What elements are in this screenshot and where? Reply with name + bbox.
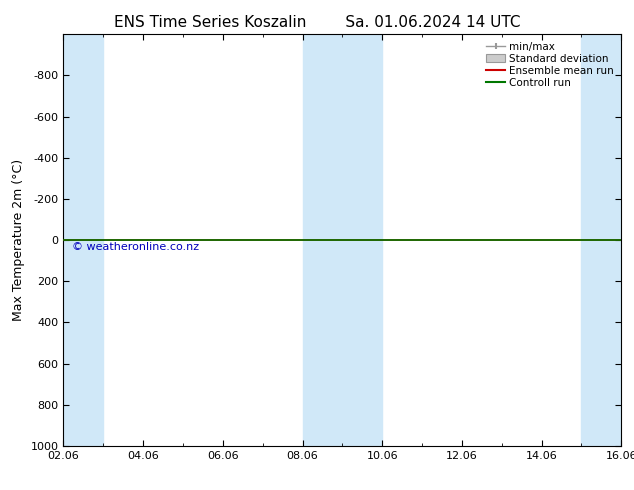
Y-axis label: Max Temperature 2m (°C): Max Temperature 2m (°C) bbox=[12, 159, 25, 321]
Bar bbox=[581, 34, 621, 446]
Text: ENS Time Series Koszalin        Sa. 01.06.2024 14 UTC: ENS Time Series Koszalin Sa. 01.06.2024 … bbox=[113, 15, 521, 30]
Legend: min/max, Standard deviation, Ensemble mean run, Controll run: min/max, Standard deviation, Ensemble me… bbox=[482, 37, 618, 92]
Bar bbox=[63, 34, 103, 446]
Text: © weatheronline.co.nz: © weatheronline.co.nz bbox=[72, 242, 199, 252]
Bar bbox=[302, 34, 382, 446]
